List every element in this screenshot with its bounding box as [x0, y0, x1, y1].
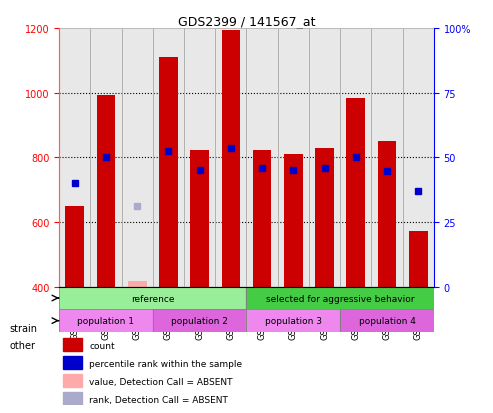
Bar [63, 338, 82, 351]
Bar [128, 281, 146, 287]
Bar [153, 310, 246, 332]
Text: population 3: population 3 [265, 316, 322, 325]
Bar [59, 310, 153, 332]
Bar [59, 287, 246, 310]
Bar [253, 151, 272, 287]
Bar [63, 392, 82, 406]
Bar [59, 287, 246, 310]
Text: value, Detection Call = ABSENT: value, Detection Call = ABSENT [89, 377, 233, 386]
Text: population 4: population 4 [358, 316, 416, 325]
Bar [221, 31, 240, 287]
Text: population 2: population 2 [171, 316, 228, 325]
Text: reference: reference [131, 294, 175, 303]
Text: population 1: population 1 [77, 316, 135, 325]
Bar [246, 287, 434, 310]
Bar [63, 374, 82, 387]
Bar [97, 96, 115, 287]
Bar [59, 310, 153, 332]
Bar [159, 58, 178, 287]
Text: rank, Detection Call = ABSENT: rank, Detection Call = ABSENT [89, 395, 228, 404]
Bar [340, 310, 434, 332]
Text: selected for aggressive behavior: selected for aggressive behavior [266, 294, 415, 303]
Bar [340, 310, 434, 332]
Bar [246, 310, 340, 332]
Bar [153, 310, 246, 332]
Bar [347, 99, 365, 287]
Bar [315, 148, 334, 287]
Bar [66, 207, 84, 287]
Bar [284, 155, 303, 287]
Bar [63, 356, 82, 369]
Bar [190, 151, 209, 287]
Text: count: count [89, 341, 115, 350]
Bar [409, 232, 427, 287]
Bar [378, 141, 396, 287]
Title: GDS2399 / 141567_at: GDS2399 / 141567_at [178, 15, 315, 28]
Text: other: other [10, 340, 36, 350]
Bar [246, 310, 340, 332]
Bar [246, 287, 434, 310]
Text: strain: strain [10, 323, 38, 333]
Text: percentile rank within the sample: percentile rank within the sample [89, 359, 242, 368]
